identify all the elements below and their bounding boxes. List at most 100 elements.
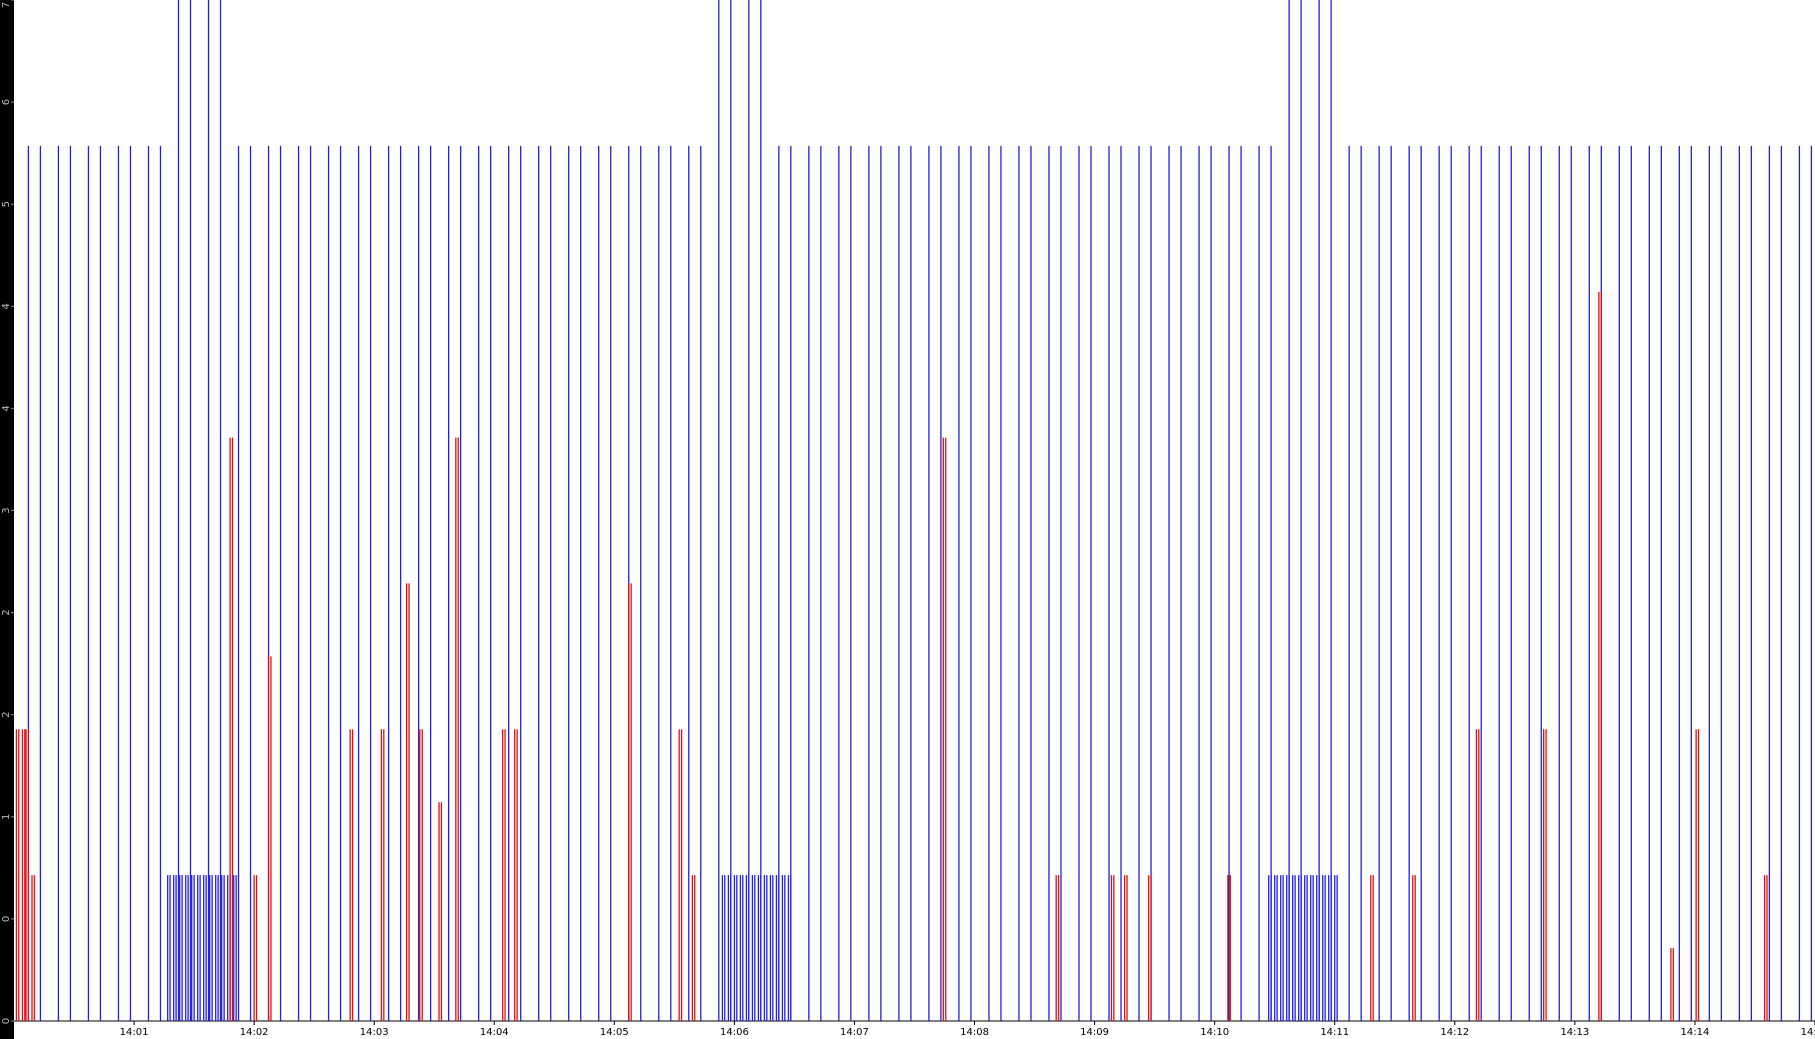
pulse — [1227, 875, 1231, 1021]
x-tick-label: 14:12 — [1440, 1027, 1469, 1038]
pulse — [688, 145, 702, 1021]
pulse — [253, 875, 258, 1021]
pulse — [1286, 875, 1290, 1021]
pulse — [1763, 875, 1768, 1021]
pulse — [179, 875, 183, 1021]
pulse — [808, 145, 822, 1021]
pulse — [1274, 875, 1278, 1021]
pulse — [1108, 145, 1122, 1021]
pulse — [177, 0, 192, 1021]
pulse — [25, 729, 30, 1021]
pulse — [1258, 145, 1272, 1021]
x-tick-label: 14:06 — [720, 1027, 749, 1038]
y-tick-label: 6 — [1, 99, 12, 105]
pulse — [514, 729, 518, 1021]
pulse — [1598, 291, 1602, 1021]
pulse — [197, 875, 201, 1021]
pulse — [1138, 145, 1152, 1021]
pulse — [1298, 875, 1302, 1021]
x-tick-label: 14:10 — [1200, 1027, 1229, 1038]
pulse — [757, 875, 762, 1021]
y-axis-strip — [0, 0, 14, 1039]
pulse — [21, 729, 26, 1021]
pulse — [1228, 145, 1242, 1021]
pulse — [787, 875, 792, 1021]
x-tick-label: 14:03 — [360, 1027, 389, 1038]
pulse — [455, 437, 459, 1021]
y-tick-label: 4 — [1, 303, 12, 309]
pulse — [1412, 875, 1416, 1021]
pulse — [778, 145, 792, 1021]
x-tick-label: 14:04 — [480, 1027, 509, 1038]
pulse — [1558, 145, 1572, 1021]
y-tick-label: 0 — [1, 916, 12, 922]
pulse — [1438, 145, 1452, 1021]
pulse — [1348, 145, 1362, 1021]
pulse — [1318, 0, 1332, 1021]
pulse — [727, 875, 732, 1021]
pulse — [1768, 145, 1783, 1021]
y-tick-label: 7 — [1, 2, 12, 8]
pulse — [447, 145, 462, 1021]
pulse — [538, 145, 552, 1021]
y-tick-label: 1 — [1, 814, 12, 820]
pulse — [1147, 875, 1152, 1021]
x-tick-label: 14:15 — [1801, 1027, 1815, 1038]
pulse — [508, 145, 522, 1021]
x-tick-label: 14:09 — [1080, 1027, 1109, 1038]
x-tick-label: 14:11 — [1320, 1027, 1349, 1038]
x-tick-label: 14:05 — [600, 1027, 629, 1038]
pulse — [781, 875, 786, 1021]
pulse — [942, 437, 947, 1021]
pulse — [1292, 875, 1296, 1021]
pulse — [628, 583, 632, 1021]
pulse — [1678, 145, 1692, 1021]
pulse — [167, 875, 171, 1021]
pulse — [229, 437, 234, 1021]
pulse — [237, 145, 252, 1021]
x-tick-label: 14:01 — [120, 1027, 149, 1038]
pulse — [387, 145, 402, 1021]
pulse — [1123, 875, 1128, 1021]
x-tick-label: 14:07 — [840, 1027, 869, 1038]
pulse — [721, 875, 726, 1021]
pulse — [769, 875, 774, 1021]
pulse — [1370, 875, 1374, 1021]
x-tick-label: 14:02 — [240, 1027, 269, 1038]
x-tick-label: 14:13 — [1560, 1027, 1589, 1038]
pulse — [1708, 145, 1722, 1021]
pulse — [1110, 875, 1115, 1021]
pulse — [215, 875, 219, 1021]
pulse — [1055, 875, 1060, 1021]
pulse — [1322, 875, 1326, 1021]
pulse — [185, 875, 189, 1021]
pulse — [751, 875, 756, 1021]
pulse — [417, 145, 432, 1021]
pulse — [1528, 145, 1542, 1021]
pulse — [928, 145, 942, 1021]
pulse — [1498, 145, 1512, 1021]
pulse — [1543, 729, 1547, 1021]
pulse — [1048, 145, 1062, 1021]
pulse — [1310, 875, 1314, 1021]
pulse — [1198, 145, 1212, 1021]
pulse — [1798, 145, 1813, 1021]
pulse — [349, 729, 354, 1021]
pulse — [209, 875, 213, 1021]
pulse — [763, 875, 768, 1021]
pulse — [380, 729, 385, 1021]
pulse — [267, 656, 272, 1021]
pulse — [1695, 729, 1700, 1021]
pulse — [327, 145, 342, 1021]
y-tick-label: 2 — [1, 609, 12, 615]
y-tick-label: 5 — [1, 201, 12, 207]
pulse — [478, 145, 492, 1021]
pulse — [678, 729, 683, 1021]
pulse — [868, 145, 882, 1021]
pulse — [691, 875, 696, 1021]
pulse — [1618, 145, 1632, 1021]
pulse — [87, 145, 102, 1021]
pulse — [297, 145, 312, 1021]
pulse — [658, 145, 672, 1021]
pulse — [1018, 145, 1032, 1021]
